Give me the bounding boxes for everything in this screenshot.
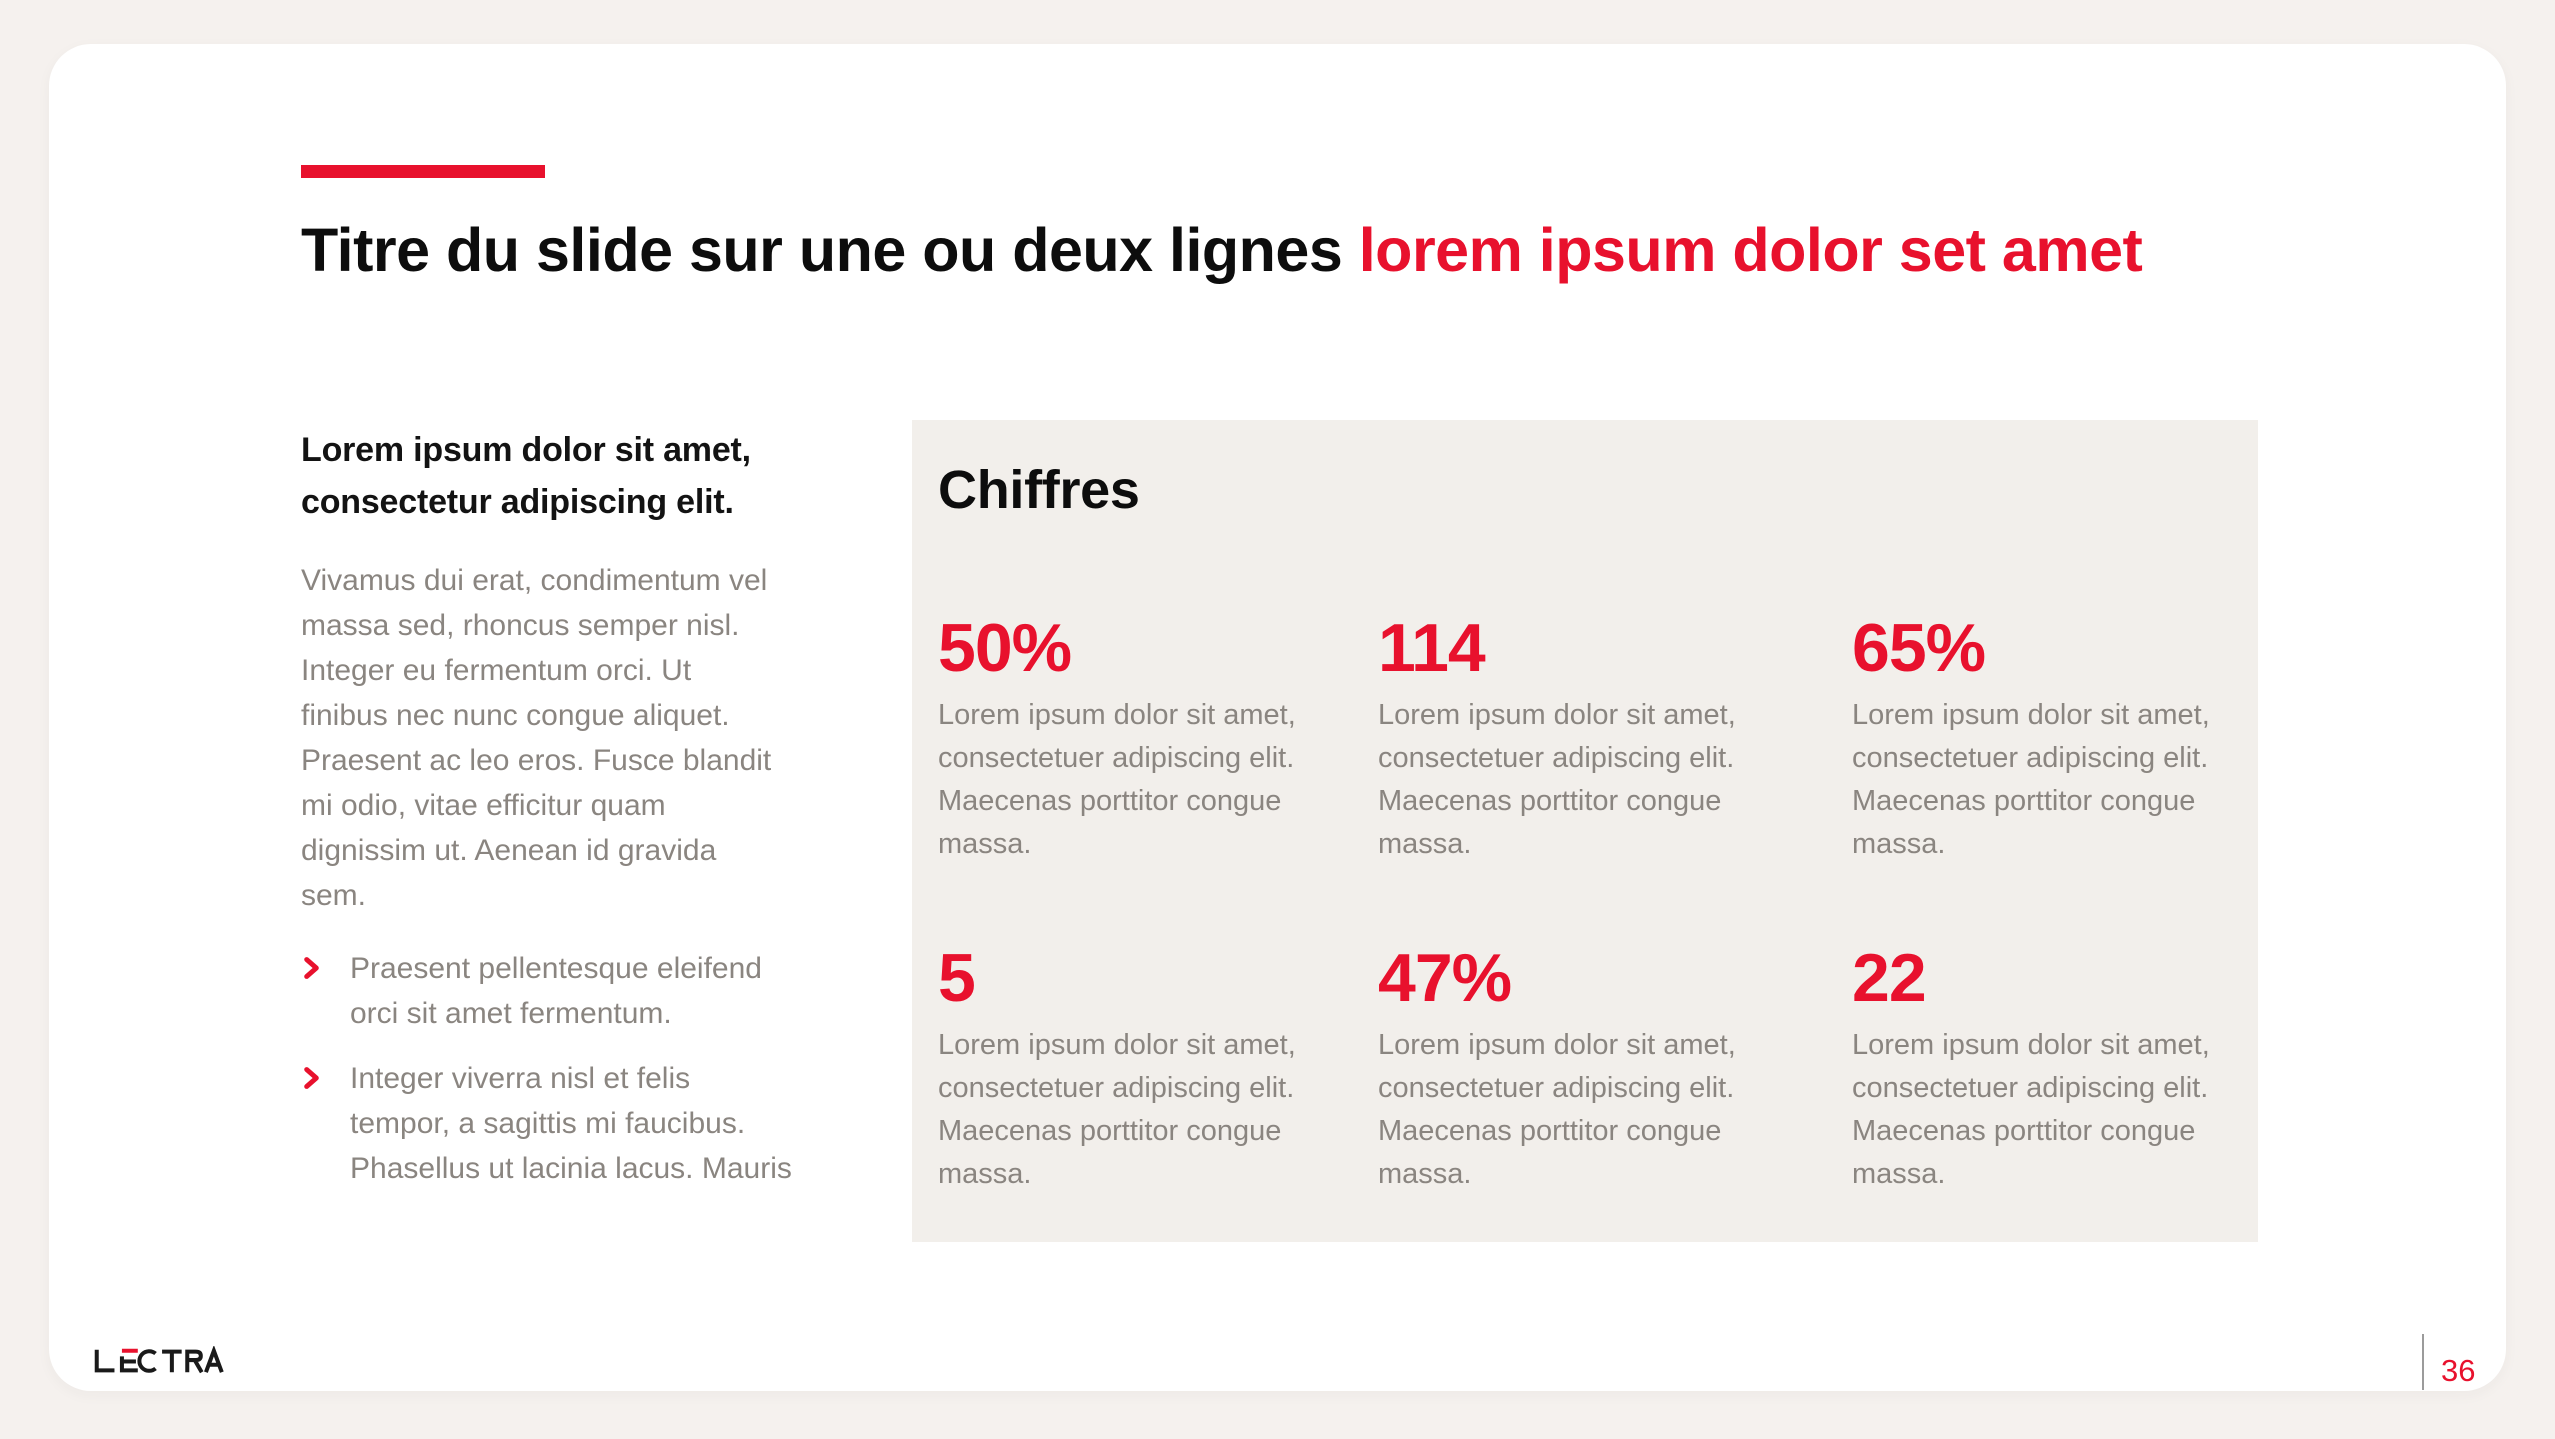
left-text-column: Lorem ipsum dolor sit amet, consectetur …: [301, 424, 881, 1211]
left-column-heading: Lorem ipsum dolor sit amet, consectetur …: [301, 431, 751, 521]
stat-description: Lorem ipsum dolor sit amet, consectetuer…: [1378, 699, 1736, 860]
list-item: Praesent pellentesque eleifend orci sit …: [301, 946, 881, 1036]
stat-value: 50%: [938, 610, 1072, 686]
chiffres-panel-heading: Chiffres: [938, 460, 1140, 520]
stat-item: 65% Lorem ipsum dolor sit amet, consecte…: [1852, 611, 2218, 866]
stat-item: 47% Lorem ipsum dolor sit amet, consecte…: [1378, 941, 1852, 1196]
stat-description: Lorem ipsum dolor sit amet, consectetuer…: [1378, 1029, 1736, 1190]
left-column-body: Vivamus dui erat, condimentum vel massa …: [301, 564, 772, 912]
title-accent-bar: [301, 165, 545, 178]
bullet-list: Praesent pellentesque eleifend orci sit …: [301, 946, 881, 1191]
stat-item: 22 Lorem ipsum dolor sit amet, consectet…: [1852, 941, 2218, 1196]
stat-value: 47%: [1378, 940, 1512, 1016]
stats-grid: 50% Lorem ipsum dolor sit amet, consecte…: [938, 611, 2218, 1196]
stat-value: 65%: [1852, 610, 1986, 686]
slide-title-black-part: Titre du slide sur une ou deux lignes: [301, 216, 1359, 284]
stat-value: 5: [938, 940, 976, 1016]
bullet-item-text: Praesent pellentesque eleifend orci sit …: [350, 952, 762, 1030]
chevron-right-icon: [304, 957, 319, 979]
page-number: 36: [2441, 1353, 2476, 1388]
stat-item: 114 Lorem ipsum dolor sit amet, consecte…: [1378, 611, 1852, 866]
bullet-item-text: Integer viverra nisl et felis tempor, a …: [350, 1062, 792, 1185]
stat-item: 50% Lorem ipsum dolor sit amet, consecte…: [938, 611, 1378, 866]
stat-description: Lorem ipsum dolor sit amet, consectetuer…: [1852, 699, 2210, 860]
chiffres-panel: Chiffres 50% Lorem ipsum dolor sit amet,…: [912, 420, 2258, 1242]
stat-description: Lorem ipsum dolor sit amet, consectetuer…: [938, 1029, 1296, 1190]
stat-value: 22: [1852, 940, 1927, 1016]
chevron-right-icon: [304, 1067, 319, 1089]
lectra-logo: [94, 1346, 224, 1374]
slide-card: Titre du slide sur une ou deux lignes lo…: [49, 44, 2506, 1391]
stat-item: 5 Lorem ipsum dolor sit amet, consectetu…: [938, 941, 1378, 1196]
slide-title: Titre du slide sur une ou deux lignes lo…: [301, 214, 2143, 287]
stat-value: 114: [1378, 610, 1486, 686]
list-item: Integer viverra nisl et felis tempor, a …: [301, 1056, 881, 1191]
slide-title-red-part: lorem ipsum dolor set amet: [1358, 216, 2143, 284]
stat-description: Lorem ipsum dolor sit amet, consectetuer…: [1852, 1029, 2210, 1190]
stat-description: Lorem ipsum dolor sit amet, consectetuer…: [938, 699, 1296, 860]
footer-divider: [2422, 1334, 2424, 1390]
